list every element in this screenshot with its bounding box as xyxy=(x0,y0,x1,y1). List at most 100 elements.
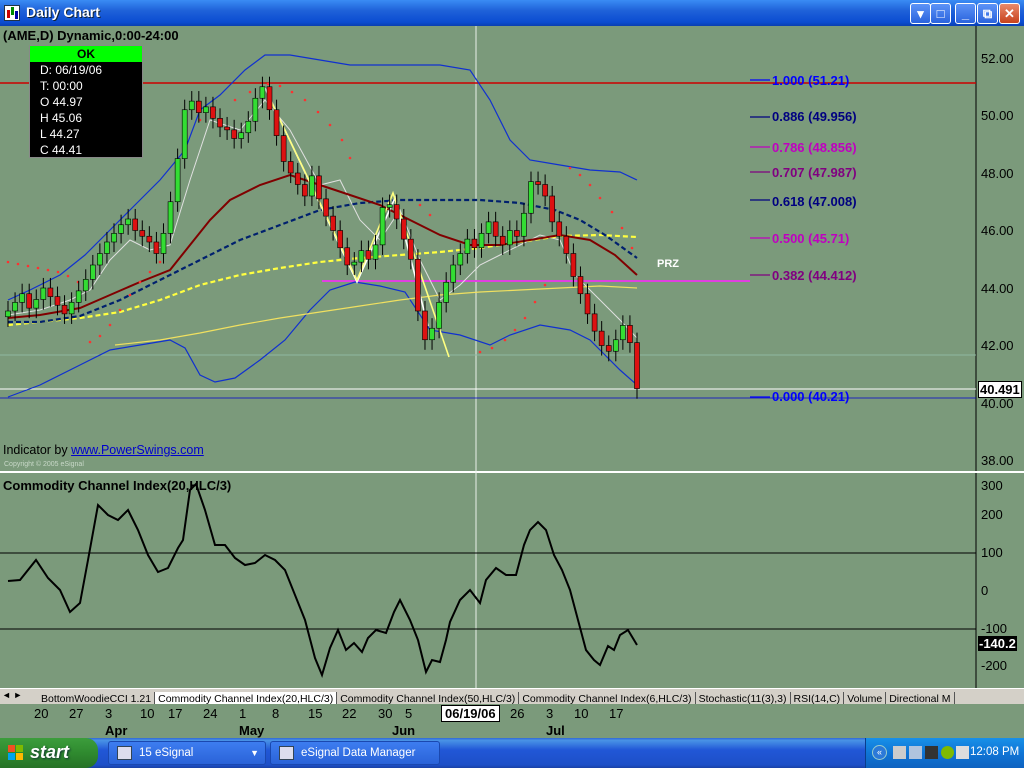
tray-status-icon[interactable] xyxy=(941,746,954,759)
candle-down xyxy=(132,218,139,231)
tab-indicator[interactable]: RSI(14,C) xyxy=(790,692,845,707)
candle-down xyxy=(365,250,372,260)
candle-up xyxy=(245,120,252,134)
fib-level-label: 0.618 (47.008) xyxy=(772,193,857,209)
indicator-credit-prefix: Indicator by xyxy=(3,443,72,457)
day-label: 10 xyxy=(574,706,589,721)
status-ok-badge: OK xyxy=(30,46,142,62)
fib-level-label: 1.000 (51.21) xyxy=(772,72,850,88)
moving-average-200 xyxy=(114,285,638,346)
tab-list: BottomWoodieCCI 1.21 Commodity Channel In… xyxy=(38,689,955,707)
tray-camera-icon[interactable] xyxy=(925,746,938,759)
dropdown-button[interactable]: ▾ xyxy=(910,3,931,24)
candle-down xyxy=(499,235,506,246)
candle-down xyxy=(266,86,273,111)
candle-up xyxy=(464,238,471,254)
candle-up xyxy=(68,302,75,315)
price-label: 48.00 xyxy=(981,166,1014,181)
candle-down xyxy=(54,296,61,306)
taskbar-esignal[interactable]: 15 eSignal ▼ xyxy=(108,741,266,765)
candle-down xyxy=(605,345,612,352)
title-bar: Daily Chart ▾ □ _ ⧉ ✕ xyxy=(0,0,1024,26)
candle-down xyxy=(400,218,407,240)
candle-down xyxy=(139,230,146,237)
candle-down xyxy=(556,221,563,237)
candle-down xyxy=(47,287,54,297)
fib-level-label: 0.786 (48.856) xyxy=(772,140,857,156)
candle-down xyxy=(471,238,478,249)
day-label: 15 xyxy=(308,706,323,721)
taskbar-data-manager-label: eSignal Data Manager xyxy=(301,747,416,759)
data-manager-icon xyxy=(279,746,294,760)
day-label: 10 xyxy=(140,706,155,721)
candle-up xyxy=(203,106,209,113)
tab-scroll-arrows-icon[interactable]: ◄ ► xyxy=(2,690,23,700)
candle-down xyxy=(408,238,414,260)
ema-navy-dashed xyxy=(8,198,638,324)
candle-down xyxy=(224,126,230,131)
cci-axis-label: -200 xyxy=(981,658,1008,673)
bollinger-upper-band xyxy=(7,54,638,301)
candle-down xyxy=(415,258,421,312)
day-label: 22 xyxy=(342,706,357,721)
candle-up xyxy=(12,302,18,312)
candle-down xyxy=(302,184,308,197)
candle-up xyxy=(485,221,492,234)
restore-chart-button[interactable]: □ xyxy=(930,3,951,24)
candle-up xyxy=(379,207,386,246)
minimize-button[interactable]: _ xyxy=(955,3,976,24)
cci-title: Commodity Channel Index(20,HLC/3) xyxy=(3,478,232,493)
info-close: C 44.41 xyxy=(40,143,83,157)
candle-up xyxy=(174,158,181,203)
candle-down xyxy=(26,293,33,309)
fib-level-label: 0.500 (45.71) xyxy=(772,230,850,246)
candle-down xyxy=(492,221,499,237)
candle-down xyxy=(535,181,541,185)
day-label: 5 xyxy=(405,706,413,721)
candle-down xyxy=(153,241,160,254)
candle-up xyxy=(450,264,457,283)
candle-down xyxy=(280,135,287,162)
month-label: Apr xyxy=(105,723,128,738)
tab-indicator[interactable]: Directional M xyxy=(886,692,955,707)
harmonic-pattern-white xyxy=(264,87,429,327)
candle-up xyxy=(358,250,365,263)
candle-up xyxy=(19,293,25,303)
day-label: 27 xyxy=(69,706,84,721)
day-label: 30 xyxy=(378,706,393,721)
taskbar-data-manager[interactable]: eSignal Data Manager xyxy=(270,741,440,765)
price-label: 52.00 xyxy=(981,51,1014,66)
candle-up xyxy=(111,233,117,243)
indicator-tabs: ◄ ► BottomWoodieCCI 1.21 Commodity Channe… xyxy=(0,688,1024,707)
tray-speaker-icon[interactable] xyxy=(956,746,969,759)
start-button[interactable]: start xyxy=(0,738,98,768)
tray-expand-icon[interactable]: « xyxy=(872,745,887,760)
candle-up xyxy=(478,233,485,249)
month-label: Jun xyxy=(392,723,416,738)
fib-level-label: 0.707 (47.987) xyxy=(772,165,857,181)
symbol-title: (AME,D) Dynamic,0:00-24:00 xyxy=(3,28,179,43)
close-button[interactable]: ✕ xyxy=(999,3,1020,24)
info-date: D: 06/19/06 xyxy=(40,63,103,77)
clock[interactable]: 12:08 PM xyxy=(970,746,1020,758)
maximize-button[interactable]: ⧉ xyxy=(977,3,998,24)
chart-canvas[interactable] xyxy=(0,26,1024,688)
candle-down xyxy=(196,100,202,113)
tray-printer-icon[interactable] xyxy=(909,746,922,759)
tray-network-icon[interactable] xyxy=(893,746,906,759)
price-label: 44.00 xyxy=(981,281,1014,296)
candle-up xyxy=(181,109,188,159)
candle-up xyxy=(160,233,167,254)
candle-up xyxy=(506,230,513,246)
day-label: 8 xyxy=(272,706,280,721)
chevron-down-icon: ▼ xyxy=(250,748,259,758)
price-label: 38.00 xyxy=(981,453,1014,468)
powerswings-link[interactable]: www.PowerSwings.com xyxy=(71,443,204,457)
candle-up xyxy=(97,253,103,266)
candle-down xyxy=(217,118,223,128)
cci-axis-label: -100 xyxy=(981,621,1008,636)
candle-down xyxy=(542,184,548,197)
candle-up xyxy=(104,241,110,254)
current-price-label: 40.491 xyxy=(978,381,1022,398)
candle-up xyxy=(351,261,358,266)
